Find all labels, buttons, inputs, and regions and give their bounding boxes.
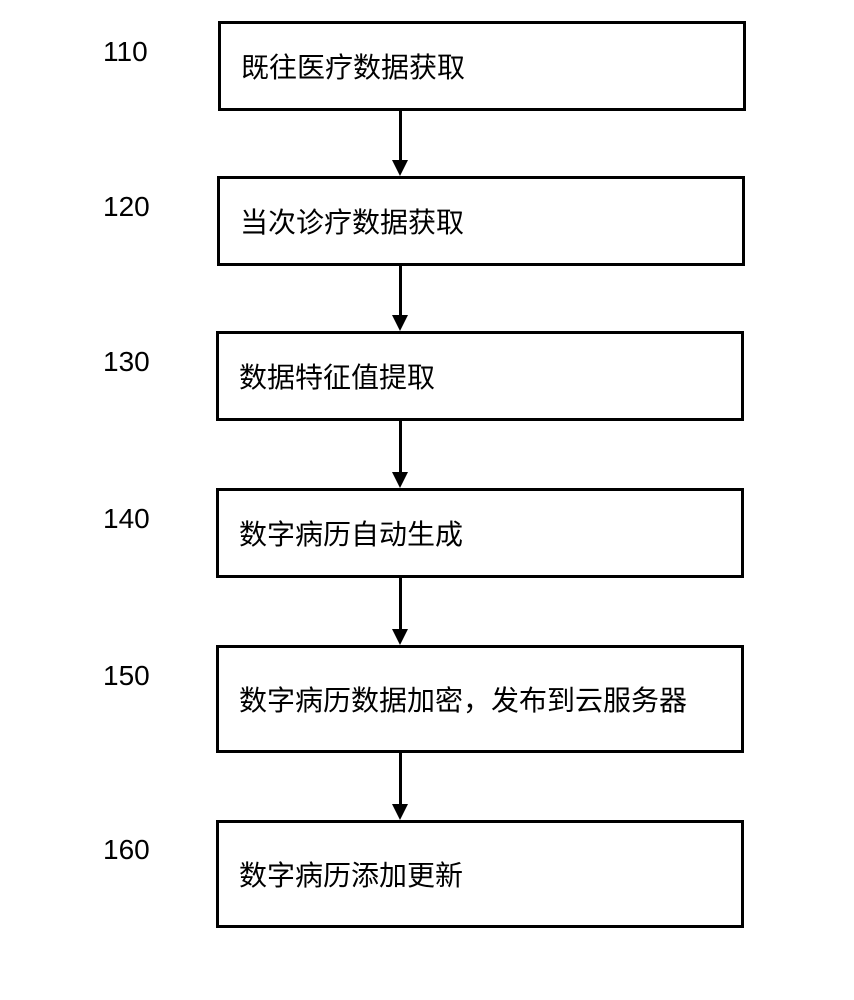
step-text-120: 当次诊疗数据获取 xyxy=(240,201,464,241)
step-box-160: 数字病历添加更新 xyxy=(216,820,744,928)
step-label-160: 160 xyxy=(103,834,150,866)
step-text-110: 既往医疗数据获取 xyxy=(241,46,465,86)
step-label-150: 150 xyxy=(103,660,150,692)
arrow-4 xyxy=(399,578,402,629)
step-box-140: 数字病历自动生成 xyxy=(216,488,744,578)
step-box-130: 数据特征值提取 xyxy=(216,331,744,421)
arrow-3 xyxy=(399,421,402,472)
arrow-1 xyxy=(399,111,402,160)
arrow-head-2 xyxy=(392,315,408,331)
step-text-140: 数字病历自动生成 xyxy=(239,513,463,553)
step-box-150: 数字病历数据加密，发布到云服务器 xyxy=(216,645,744,753)
step-box-120: 当次诊疗数据获取 xyxy=(217,176,745,266)
step-text-160: 数字病历添加更新 xyxy=(239,854,463,894)
step-label-110: 110 xyxy=(103,36,148,68)
step-box-110: 既往医疗数据获取 xyxy=(218,21,746,111)
flowchart-canvas: 110 既往医疗数据获取 120 当次诊疗数据获取 130 数据特征值提取 14… xyxy=(0,0,854,1000)
step-label-120: 120 xyxy=(103,191,150,223)
arrow-head-3 xyxy=(392,472,408,488)
step-label-140: 140 xyxy=(103,503,150,535)
arrow-5 xyxy=(399,753,402,804)
arrow-head-1 xyxy=(392,160,408,176)
arrow-2 xyxy=(399,266,402,315)
arrow-head-4 xyxy=(392,629,408,645)
step-text-130: 数据特征值提取 xyxy=(239,356,435,396)
arrow-head-5 xyxy=(392,804,408,820)
step-text-150: 数字病历数据加密，发布到云服务器 xyxy=(239,679,687,719)
step-label-130: 130 xyxy=(103,346,150,378)
